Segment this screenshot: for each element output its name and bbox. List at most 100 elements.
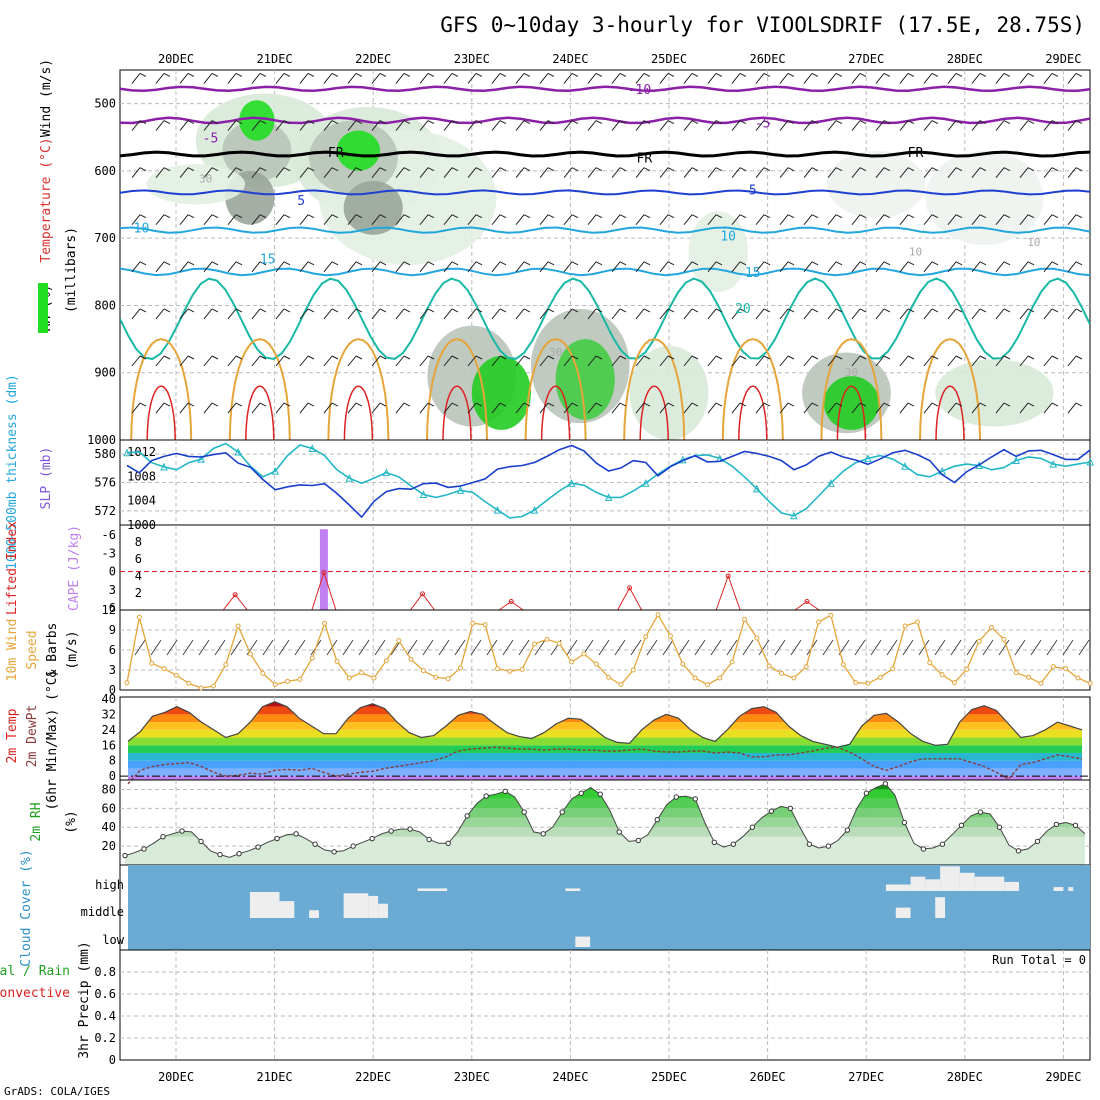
wind-barb — [563, 73, 573, 84]
thickness-point — [790, 511, 798, 520]
wind-barb-flag — [475, 167, 483, 172]
wind-barb — [827, 355, 837, 367]
wind-speed-point — [124, 680, 130, 686]
wind-barb — [683, 73, 693, 84]
wind-barb — [875, 120, 885, 131]
thickness-tick: 580 — [94, 447, 116, 461]
wind-speed-point — [593, 661, 599, 667]
rh-point — [445, 840, 451, 846]
wind-barb-10m — [966, 639, 978, 656]
wind-speed-point — [1063, 666, 1069, 672]
wind-barb-flag — [235, 73, 243, 77]
rh-blob — [239, 100, 275, 141]
wind-barb — [227, 261, 237, 273]
isotherm-line — [120, 85, 1090, 93]
wind-barb — [587, 261, 597, 273]
wind-barb-flag — [763, 308, 771, 313]
li-peak-line — [617, 586, 643, 611]
rh-point — [711, 839, 718, 846]
wind-barb — [467, 120, 477, 131]
wind-barb-flag — [859, 167, 867, 172]
date-tick-top: 21DEC — [257, 52, 293, 66]
wind-barb-flag — [403, 308, 411, 313]
wind-barb-flag — [475, 73, 483, 77]
wind-barb — [659, 308, 669, 320]
wind-barb — [1019, 308, 1029, 320]
legend-total-rain: Total / Rain — [0, 964, 70, 979]
wind-barb — [803, 261, 813, 273]
wind-barb-10m — [454, 639, 466, 656]
cloud-bar — [343, 893, 369, 918]
wind-speed-point — [1087, 680, 1093, 686]
wind-barb-flag — [259, 308, 267, 313]
ylabel-speed: Speed — [25, 630, 40, 669]
wind-speed-point — [223, 662, 229, 668]
isotherm-label: 15 — [745, 266, 761, 281]
wind-barb-flag — [955, 214, 963, 219]
wind-speed-point — [766, 663, 772, 669]
wind-barb — [659, 120, 669, 131]
wind-barb — [275, 308, 285, 320]
wind-barb-10m — [678, 639, 690, 656]
wind-speed-point — [1075, 675, 1081, 681]
thickness-point — [864, 454, 872, 462]
wind-barb — [347, 73, 357, 84]
li-peak-point — [420, 591, 425, 597]
wind-barb — [227, 308, 237, 320]
wind-barb-flag — [691, 167, 699, 172]
wind-barb — [707, 167, 717, 178]
cloud-bar — [935, 897, 946, 918]
wind-barb-10m — [822, 639, 834, 656]
wind-barb-flag — [571, 73, 579, 77]
wind-barb — [179, 214, 189, 226]
wind-barb-flag — [235, 120, 243, 124]
wind-barb-flag — [1075, 167, 1083, 172]
wind-barb-flag — [1027, 73, 1035, 77]
wind-barb — [827, 73, 837, 84]
date-tick-bottom: 28DEC — [947, 1070, 983, 1084]
rh-blob — [471, 355, 531, 430]
wind-barb — [1019, 120, 1029, 131]
rh-point — [255, 844, 261, 850]
rh-point — [825, 843, 832, 849]
wind-barb — [419, 120, 429, 131]
wind-barb-flag — [331, 73, 339, 77]
temp-tick: 24 — [102, 723, 116, 737]
wind-barb-flag — [715, 73, 723, 77]
wind-barb-10m — [630, 639, 642, 656]
wind-barb-flag — [523, 214, 531, 219]
wind-speed-point — [606, 674, 612, 680]
wind-barb — [443, 167, 453, 178]
rh-point — [882, 781, 889, 787]
cloud-bar — [974, 876, 1005, 891]
wind-barb — [347, 120, 357, 131]
wind-barb-flag — [355, 402, 363, 407]
wind-barb — [515, 214, 525, 226]
wind-barb — [419, 167, 429, 178]
wind-barb-flag — [355, 120, 363, 124]
wind-barb-flag — [211, 261, 219, 266]
isotherm-30 — [738, 385, 768, 440]
date-tick-bottom: 24DEC — [552, 1070, 588, 1084]
wind-barb-flag — [1027, 167, 1035, 172]
thickness-point — [123, 448, 131, 457]
wind-barb-flag — [931, 308, 939, 313]
wind-barb-flag — [907, 73, 915, 77]
wind-barb-flag — [379, 261, 387, 266]
wind-barb-flag — [427, 120, 435, 124]
wind-barb-flag — [667, 120, 675, 124]
wind-barb — [1043, 308, 1053, 320]
wind-barb — [779, 214, 789, 226]
wind-barb — [251, 402, 261, 414]
wind-barb — [827, 308, 837, 320]
wind-speed-point — [161, 666, 167, 672]
wind-barb — [515, 73, 525, 84]
wind-barb — [131, 355, 141, 367]
wind-barb-10m — [710, 639, 722, 656]
wind-barb — [923, 261, 933, 273]
li-peak-point — [627, 585, 633, 591]
wind-barb-flag — [931, 73, 939, 77]
wind-barb-flag — [931, 167, 939, 172]
isotherm-label: -5 — [755, 116, 771, 131]
rh-point — [1015, 848, 1022, 854]
